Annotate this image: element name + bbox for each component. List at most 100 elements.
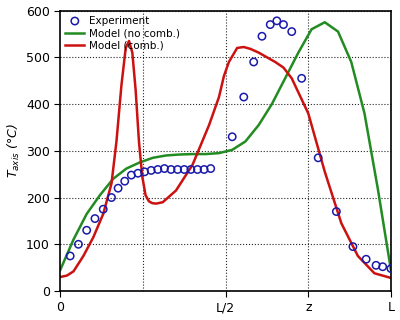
Model (no comb.) (164, 154, 168, 157)
Model (comb.) (174, 188, 178, 192)
Experiment (363, 257, 369, 262)
Model (comb.) (264, 55, 269, 59)
Model (comb.) (306, 111, 311, 115)
Experiment (115, 186, 121, 191)
Model (comb.) (123, 46, 128, 50)
Experiment (84, 228, 90, 233)
Model (comb.) (133, 88, 138, 92)
Model (no comb.) (283, 76, 288, 80)
Model (no comb.) (388, 268, 393, 272)
Model (no comb.) (150, 156, 155, 160)
Model (no comb.) (336, 30, 340, 34)
Model (comb.) (207, 123, 212, 127)
Experiment (274, 18, 280, 23)
Line: Model (no comb.): Model (no comb.) (60, 22, 391, 270)
Experiment (380, 264, 386, 269)
Experiment (128, 172, 134, 178)
Model (comb.) (339, 221, 344, 225)
Model (comb.) (322, 170, 327, 174)
Experiment (67, 253, 73, 259)
Model (no comb.) (58, 268, 63, 272)
Model (comb.) (114, 140, 119, 143)
Model (comb.) (127, 39, 132, 43)
Experiment (141, 169, 148, 174)
Model (no comb.) (243, 140, 248, 143)
Experiment (208, 166, 214, 171)
Experiment (333, 209, 340, 214)
Model (no comb.) (203, 152, 208, 156)
Model (comb.) (143, 193, 148, 197)
Model (comb.) (235, 46, 240, 50)
Model (no comb.) (349, 60, 354, 64)
Model (comb.) (71, 269, 76, 273)
Model (no comb.) (111, 177, 116, 181)
Model (no comb.) (137, 161, 142, 164)
Experiment (259, 34, 265, 39)
Model (no comb.) (71, 238, 76, 242)
Model (no comb.) (98, 193, 102, 197)
Experiment (108, 195, 115, 200)
Experiment (92, 216, 98, 221)
Y-axis label: $T_{axis}$ (°C): $T_{axis}$ (°C) (6, 123, 22, 178)
Model (no comb.) (216, 151, 221, 155)
Model (no comb.) (309, 27, 314, 31)
Experiment (201, 167, 207, 172)
Experiment (100, 207, 106, 212)
Experiment (181, 167, 188, 172)
Model (comb.) (101, 212, 106, 216)
Experiment (280, 22, 287, 27)
Model (no comb.) (124, 167, 129, 171)
Model (comb.) (289, 76, 294, 80)
Experiment (240, 94, 247, 100)
Experiment (161, 166, 168, 171)
Experiment (188, 167, 194, 172)
Model (comb.) (241, 45, 246, 49)
Experiment (350, 244, 356, 249)
Experiment (154, 167, 161, 172)
Experiment (168, 167, 174, 172)
Model (comb.) (109, 181, 114, 185)
Experiment (250, 60, 257, 65)
Model (comb.) (154, 202, 158, 205)
Model (comb.) (64, 274, 69, 277)
Experiment (315, 155, 321, 160)
Model (comb.) (150, 201, 154, 205)
Model (no comb.) (190, 152, 195, 156)
Model (comb.) (388, 276, 393, 280)
Experiment (122, 179, 128, 184)
Model (no comb.) (230, 148, 235, 152)
Model (no comb.) (322, 20, 327, 24)
Model (no comb.) (362, 111, 367, 115)
Model (no comb.) (270, 102, 274, 106)
Legend: Experiment, Model (no comb.), Model (comb.): Experiment, Model (no comb.), Model (com… (63, 14, 182, 53)
Model (comb.) (190, 163, 195, 167)
Model (comb.) (248, 47, 253, 51)
Experiment (229, 134, 236, 139)
Model (comb.) (130, 51, 135, 54)
Model (comb.) (91, 235, 96, 239)
Model (comb.) (226, 60, 231, 64)
Experiment (298, 76, 305, 81)
Model (comb.) (356, 254, 360, 258)
Experiment (194, 167, 201, 172)
Model (comb.) (136, 140, 141, 143)
Model (comb.) (273, 60, 278, 64)
Model (comb.) (281, 66, 286, 69)
Experiment (288, 29, 295, 34)
Model (comb.) (140, 175, 145, 179)
Model (no comb.) (256, 123, 261, 127)
Model (comb.) (58, 275, 63, 279)
Model (no comb.) (177, 153, 182, 156)
Model (comb.) (146, 199, 151, 203)
Experiment (388, 266, 394, 271)
Model (no comb.) (296, 51, 301, 54)
Model (comb.) (256, 51, 261, 54)
Experiment (373, 263, 379, 268)
Model (no comb.) (375, 186, 380, 190)
Line: Model (comb.): Model (comb.) (60, 41, 391, 278)
Model (no comb.) (84, 212, 89, 216)
Model (comb.) (81, 254, 86, 258)
Model (comb.) (119, 84, 124, 87)
Experiment (75, 242, 82, 247)
Experiment (148, 168, 154, 173)
